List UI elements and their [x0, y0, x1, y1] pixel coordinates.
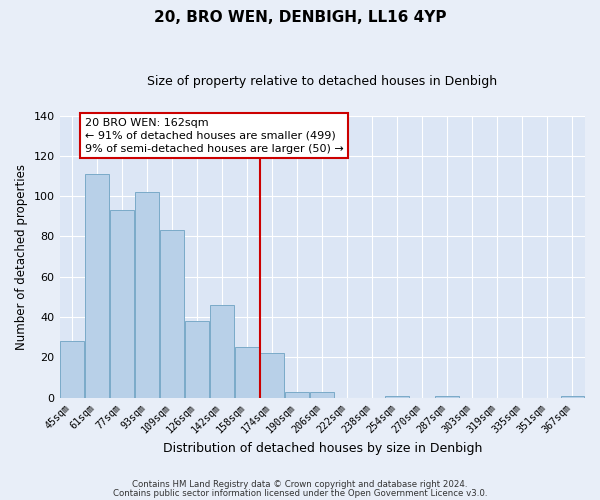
- Bar: [185, 321, 209, 398]
- Bar: [260, 354, 284, 398]
- Y-axis label: Number of detached properties: Number of detached properties: [15, 164, 28, 350]
- Bar: [385, 396, 409, 398]
- Bar: [60, 341, 84, 398]
- Text: 20 BRO WEN: 162sqm
← 91% of detached houses are smaller (499)
9% of semi-detache: 20 BRO WEN: 162sqm ← 91% of detached hou…: [85, 118, 343, 154]
- Bar: [235, 348, 259, 398]
- Bar: [135, 192, 159, 398]
- Title: Size of property relative to detached houses in Denbigh: Size of property relative to detached ho…: [147, 75, 497, 88]
- Bar: [210, 305, 234, 398]
- Bar: [160, 230, 184, 398]
- Text: Contains HM Land Registry data © Crown copyright and database right 2024.: Contains HM Land Registry data © Crown c…: [132, 480, 468, 489]
- Text: 20, BRO WEN, DENBIGH, LL16 4YP: 20, BRO WEN, DENBIGH, LL16 4YP: [154, 10, 446, 25]
- Bar: [110, 210, 134, 398]
- Bar: [85, 174, 109, 398]
- Bar: [310, 392, 334, 398]
- X-axis label: Distribution of detached houses by size in Denbigh: Distribution of detached houses by size …: [163, 442, 482, 455]
- Text: Contains public sector information licensed under the Open Government Licence v3: Contains public sector information licen…: [113, 488, 487, 498]
- Bar: [436, 396, 459, 398]
- Bar: [560, 396, 584, 398]
- Bar: [286, 392, 309, 398]
